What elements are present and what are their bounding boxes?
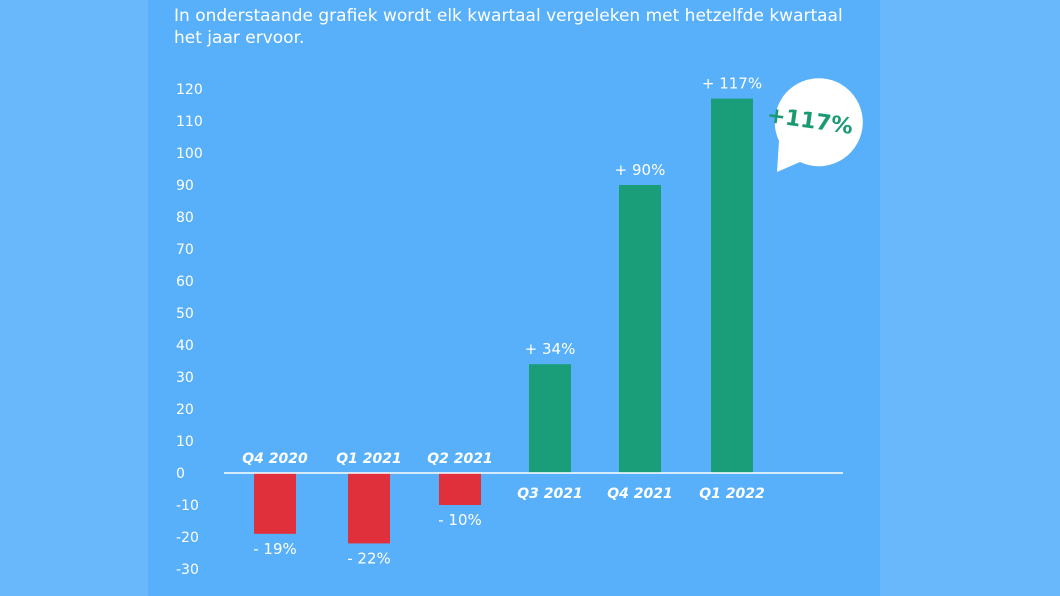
y-tick-label: 90 [176,178,194,194]
y-tick-label: 30 [176,370,194,386]
data-label: - 19% [253,540,297,558]
data-label: + 34% [525,340,576,358]
callout-bubble: +117% [765,78,863,172]
y-tick-label: 120 [176,82,203,98]
y-tick-label: 60 [176,274,194,290]
y-tick-label: 40 [176,338,194,354]
category-label: Q3 2021 [517,486,582,502]
category-label: Q4 2021 [607,486,672,502]
data-label: + 117% [702,75,762,93]
callout-bubble-shape [774,78,863,172]
y-tick-label: 80 [176,210,194,226]
data-label: - 22% [347,549,391,567]
bar [529,364,571,473]
bar [348,473,390,544]
category-label: Q4 2020 [242,451,308,467]
y-tick-label: -30 [176,562,199,578]
y-tick-label: 110 [176,114,203,130]
bar [619,185,661,473]
category-label: Q2 2021 [427,451,492,467]
bar [439,473,481,505]
bars [254,98,753,544]
value-labels: - 19% - 22% - 10% + 34% + 90% + 117% [253,75,762,568]
bar [711,98,753,473]
y-tick-label: 50 [176,306,194,322]
y-tick-label: 100 [176,146,203,162]
y-tick-label: -20 [176,530,199,546]
y-tick-label: 70 [176,242,194,258]
y-tick-label: 10 [176,434,194,450]
y-tick-label: -10 [176,498,199,514]
category-label: Q1 2022 [699,486,764,502]
bar [254,473,296,534]
data-label: - 10% [438,511,482,529]
data-label: + 90% [615,161,666,179]
y-tick-label: 20 [176,402,194,418]
category-labels: Q4 2020 Q1 2021 Q2 2021 Q3 2021 Q4 2021 Q1 20… [242,451,764,502]
y-tick-label: 0 [176,466,185,482]
intro-text: In onderstaande grafiek wordt elk kwarta… [174,6,843,48]
category-label: Q1 2021 [336,451,401,467]
